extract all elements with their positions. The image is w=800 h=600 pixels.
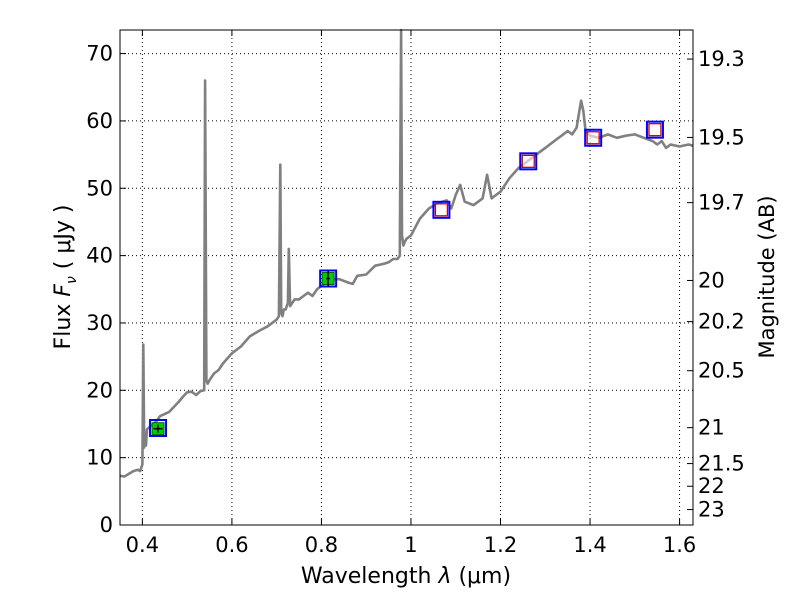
photometry-series	[149, 120, 664, 438]
model-photometry-marker	[521, 154, 535, 168]
axis-labels: Wavelength λ (μm) Flux Fν ( μJy ) Magnit…	[51, 195, 779, 589]
model-photometry-box	[519, 152, 538, 171]
x-tick-label: 0.8	[305, 533, 338, 557]
model-photometry-marker	[434, 203, 449, 217]
mag-tick-label: 20.5	[698, 359, 745, 383]
mag-tick-label: 22	[698, 474, 725, 498]
model-photometry-box	[584, 128, 603, 147]
y-axis-label: Flux Fν ( μJy )	[51, 205, 80, 350]
y2-axis-label: Magnitude (AB)	[755, 195, 779, 358]
mag-tick-label: 20.2	[698, 310, 745, 334]
axis-ticks: 0.4 0.6 0.8 1 1.2 1.4 1.6 0 10 20 30 40 50 60 70 19.3 19…	[86, 30, 745, 557]
model-photometry-box	[432, 200, 451, 219]
y-tick-label: 0	[100, 513, 113, 537]
y-tick-label: 20	[86, 378, 113, 402]
model-photometry-box	[149, 419, 168, 438]
mag-tick-label: 20	[698, 268, 725, 292]
model-photometry-marker	[586, 131, 600, 145]
y-tick-label: 30	[86, 311, 113, 335]
y-tick-label: 70	[86, 42, 113, 66]
mag-tick-label: 19.3	[698, 47, 745, 71]
x-tick-label: 1.6	[663, 533, 696, 557]
model-photometry-marker	[648, 123, 662, 137]
x-tick-label: 1.4	[573, 533, 606, 557]
y-tick-label: 60	[86, 109, 113, 133]
x-axis-label: Wavelength λ (μm)	[301, 564, 511, 589]
mag-tick-label: 19.5	[698, 125, 745, 149]
spectrum-series	[119, 28, 694, 478]
spectrum-line	[119, 28, 694, 478]
mag-tick-label: 21	[698, 416, 725, 440]
mag-tick-label: 23	[698, 498, 725, 522]
plot-frame	[119, 29, 694, 526]
x-tick-label: 0.4	[126, 533, 159, 557]
y-tick-label: 10	[86, 446, 113, 470]
mag-tick-label: 21.5	[698, 452, 745, 476]
y-tick-label: 50	[86, 176, 113, 200]
x-tick-label: 0.6	[215, 533, 248, 557]
model-photometry-box	[645, 120, 664, 139]
mag-tick-label: 19.7	[698, 191, 745, 215]
y-tick-label: 40	[86, 244, 113, 268]
x-tick-label: 1	[404, 533, 417, 557]
x-tick-label: 1.2	[484, 533, 517, 557]
